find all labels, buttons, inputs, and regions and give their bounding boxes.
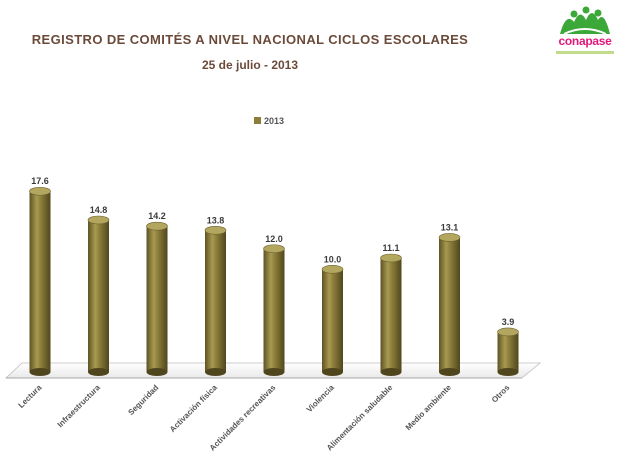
- logo-tagline-bar: [556, 51, 614, 54]
- x-tick-label: Lectura: [17, 383, 44, 410]
- data-label: 14.2: [148, 211, 166, 221]
- x-tick-label: Violencia: [305, 383, 336, 414]
- x-tick-label: Actividades recreativas: [208, 383, 278, 453]
- data-label: 11.1: [382, 243, 399, 253]
- bar: [146, 221, 168, 376]
- data-label: 13.8: [207, 215, 225, 225]
- x-tick-label: Medio ambiente: [404, 383, 454, 433]
- x-tick-label: Seguridad: [126, 383, 160, 417]
- legend-item: 2013: [254, 116, 284, 126]
- bar: [29, 186, 51, 376]
- x-tick-label: Alimentación saludable: [325, 383, 395, 453]
- bar: [263, 244, 285, 376]
- bar: [321, 264, 344, 376]
- logo-figures-icon: [560, 6, 610, 35]
- x-tick-label: Infraestructura: [56, 383, 103, 430]
- data-label: 13.1: [441, 222, 459, 232]
- bar: [204, 225, 227, 376]
- bar: [87, 215, 110, 376]
- bar: [380, 253, 402, 376]
- data-label: 12.0: [265, 234, 283, 244]
- bar: [438, 233, 461, 376]
- bar: [497, 327, 519, 376]
- data-label: 10.0: [324, 254, 342, 264]
- legend-label: 2013: [264, 116, 284, 126]
- logo-text: conapase: [558, 34, 612, 48]
- chart-title: REGISTRO DE COMITÉS A NIVEL NACIONAL CIC…: [31, 32, 469, 47]
- x-tick-label: Activación física: [168, 383, 219, 434]
- conapase-logo: conapase: [554, 4, 616, 62]
- chart-subtitle: 25 de julio - 2013: [201, 58, 299, 72]
- data-label: 14.8: [90, 205, 108, 215]
- data-label: 17.6: [31, 176, 49, 186]
- x-tick-label: Otros: [490, 383, 512, 405]
- data-label: 3.9: [502, 317, 515, 327]
- legend-swatch: [254, 117, 261, 124]
